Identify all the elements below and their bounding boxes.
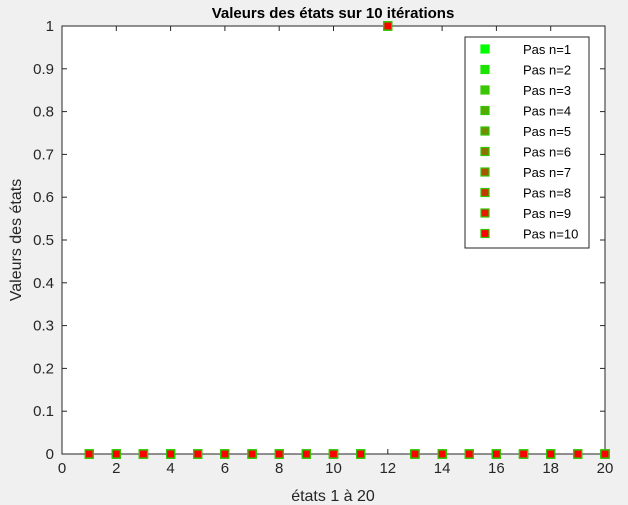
legend-label: Pas n=7 [523, 165, 571, 180]
data-point [193, 449, 203, 459]
legend: Pas n=1 Pas n=2 Pas n=3 Pas n=4 Pas n=5 Pas n… [464, 36, 590, 249]
y-axis-label: Valeurs des états [8, 179, 25, 301]
y-tick-label: 0.1 [33, 403, 54, 420]
x-tick-label: 4 [166, 460, 174, 477]
legend-label: Pas n=5 [523, 124, 571, 139]
data-point [247, 449, 257, 459]
legend-label: Pas n=9 [523, 206, 571, 221]
legend-marker [480, 146, 490, 157]
axes: 0 2 4 6 8 10 12 14 16 18 20 0 0.1 0.2 0.3 0.4 0.5 0.6 0.7 0… [33, 18, 613, 477]
data-point [274, 449, 284, 459]
data-point [437, 449, 447, 459]
y-tick-label: 0.2 [33, 360, 54, 377]
legend-label: Pas n=2 [523, 63, 571, 78]
legend-label: Pas n=1 [523, 42, 571, 57]
y-tick-label: 0.6 [33, 189, 54, 206]
y-tick-label: 0.3 [33, 318, 54, 335]
x-tick-label: 2 [112, 460, 120, 477]
legend-label: Pas n=8 [523, 186, 571, 201]
data-point [600, 449, 610, 459]
data-point [166, 449, 176, 459]
x-tick-label: 20 [597, 460, 614, 477]
legend-label: Pas n=3 [523, 83, 571, 98]
legend-marker [480, 64, 490, 75]
y-tick-label: 0.9 [33, 61, 54, 78]
legend-label: Pas n=4 [523, 104, 571, 119]
x-axis-label: états 1 à 20 [291, 488, 375, 505]
legend-marker [480, 105, 490, 116]
x-tick-label: 0 [58, 460, 66, 477]
legend-marker [480, 126, 490, 136]
data-point [301, 449, 311, 459]
x-tick-label: 12 [379, 460, 396, 477]
data-point [84, 449, 94, 459]
legend-marker [480, 187, 490, 198]
legend-marker [480, 85, 490, 95]
x-tick-label: 14 [434, 460, 451, 477]
x-tick-label: 16 [488, 460, 505, 477]
legend-marker [480, 208, 490, 218]
y-tick-label: 0 [46, 446, 54, 463]
x-tick-label: 10 [325, 460, 342, 477]
y-tick-label: 0.5 [33, 232, 54, 249]
y-tick-label: 0.4 [33, 275, 54, 292]
data-point [573, 449, 583, 459]
legend-label: Pas n=6 [523, 145, 571, 160]
data-point [518, 449, 529, 459]
legend-marker [480, 167, 490, 177]
y-tick-label: 0.8 [33, 104, 54, 121]
legend-marker [480, 228, 490, 239]
x-tick-label: 6 [221, 460, 229, 477]
data-point [356, 449, 366, 459]
data-point [491, 449, 501, 459]
x-tick-label: 8 [275, 460, 283, 477]
data-point [220, 449, 230, 459]
y-tick-label: 0.7 [33, 146, 54, 163]
y-tick-label: 1 [46, 18, 54, 35]
legend-label: Pas n=10 [523, 227, 578, 242]
data-marks [84, 21, 610, 459]
chart-title: Valeurs des états sur 10 itérations [212, 5, 455, 22]
data-point [410, 449, 420, 459]
data-point [464, 449, 474, 459]
x-tick-label: 18 [542, 460, 559, 477]
legend-marker [480, 44, 490, 54]
data-point [111, 449, 121, 459]
data-point [328, 449, 339, 459]
data-point [138, 449, 149, 459]
data-point [383, 21, 393, 31]
data-point [546, 449, 556, 459]
